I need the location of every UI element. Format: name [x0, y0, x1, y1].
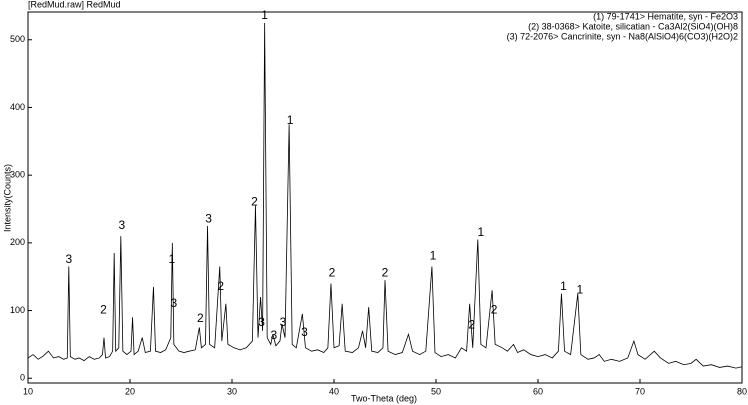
- peak-label: 2: [382, 265, 389, 279]
- peak-label: 2: [100, 303, 107, 317]
- peak-label: 2: [468, 318, 475, 332]
- peak-label: 3: [258, 315, 265, 329]
- y-axis-label: Intensity(Counts): [2, 164, 12, 232]
- y-tick-label: 400: [10, 102, 25, 112]
- peak-label: 3: [118, 218, 125, 232]
- peak-label: 3: [171, 296, 178, 310]
- x-tick-label: 70: [635, 386, 645, 396]
- phase-legend: (2) 38-0368> Katoite, silicatian - Ca3Al…: [528, 21, 738, 31]
- peak-label: 3: [205, 211, 212, 225]
- chart-title: [RedMud.raw] RedMud: [28, 0, 121, 9]
- peak-label: 2: [217, 279, 224, 293]
- peak-label: 1: [560, 279, 567, 293]
- peak-label: 1: [287, 113, 294, 127]
- x-tick-label: 40: [329, 386, 339, 396]
- y-tick-label: 200: [10, 237, 25, 247]
- phase-legend: (1) 79-1741> Hematite, syn - Fe2O3: [593, 11, 738, 21]
- peak-label: 1: [478, 225, 485, 239]
- x-tick-label: 30: [227, 386, 237, 396]
- x-tick-label: 10: [23, 386, 33, 396]
- peak-label: 1: [168, 252, 175, 266]
- peak-label: 2: [251, 194, 258, 208]
- y-tick-label: 0: [20, 373, 25, 383]
- peak-label: 2: [197, 311, 204, 325]
- spectrum-line: [27, 22, 743, 369]
- x-tick-label: 60: [533, 386, 543, 396]
- x-tick-label: 50: [431, 386, 441, 396]
- peak-label: 3: [301, 325, 308, 339]
- x-axis-label: Two-Theta (deg): [351, 393, 417, 403]
- x-tick-label: 20: [125, 386, 135, 396]
- x-tick-label: 80: [737, 386, 747, 396]
- peak-label: 2: [491, 303, 498, 317]
- peak-label: 3: [280, 315, 287, 329]
- plot-frame: [27, 11, 743, 384]
- peak-label: 1: [261, 8, 268, 22]
- peak-label: 3: [270, 328, 277, 342]
- peak-label: 2: [329, 265, 336, 279]
- peak-label: 1: [576, 282, 583, 296]
- peak-label: 3: [65, 252, 72, 266]
- y-tick-label: 300: [10, 170, 25, 180]
- phase-legend: (3) 72-2076> Cancrinite, syn - Na8(AlSiO…: [507, 31, 738, 41]
- y-tick-label: 500: [10, 34, 25, 44]
- peak-label: 1: [430, 249, 437, 263]
- y-tick-label: 100: [10, 305, 25, 315]
